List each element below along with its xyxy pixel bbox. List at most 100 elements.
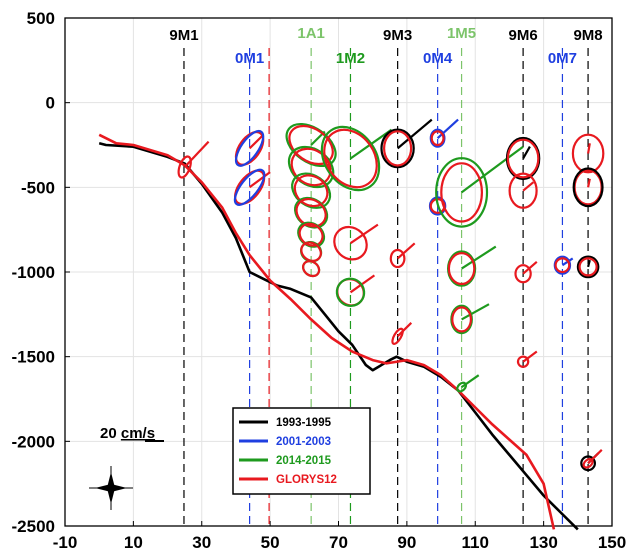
x-tick-label: 130 (529, 533, 557, 552)
ellipse-shape (580, 455, 596, 472)
legend-entry-glorys12: GLORYS12 (239, 474, 337, 486)
mean-velocity-stick (522, 146, 531, 160)
series-lines (98, 133, 579, 531)
ellipse-shape (333, 225, 368, 261)
ellipse-shape (323, 128, 378, 189)
mooring-label-9m8: 9M8 (573, 27, 602, 44)
ellipse-shape (440, 162, 484, 223)
current-ellipse (582, 449, 603, 469)
mean-velocity-stick (248, 171, 271, 189)
mean-velocity-stick (460, 374, 480, 389)
current-ellipse (440, 162, 484, 223)
y-tick-marks (65, 17, 70, 527)
mean-velocity-stick (587, 178, 591, 188)
x-tick-label: 110 (462, 533, 489, 552)
ellipse-shape (233, 168, 266, 206)
ellipse-shape (288, 124, 334, 166)
y-tick-label: -1000 (12, 263, 55, 282)
x-tick-label: 50 (261, 533, 280, 552)
current-ellipse (576, 255, 600, 279)
current-ellipse (456, 374, 480, 393)
mean-velocity-stick (248, 134, 265, 150)
velocity-scale: 20 cm/s (100, 425, 164, 442)
mooring-label-0m1: 0M1 (235, 50, 264, 67)
current-ellipse (383, 130, 413, 167)
ellipse-shape (302, 260, 321, 278)
mean-velocity-stick (349, 128, 393, 160)
ellipse-shape (380, 128, 415, 169)
mean-velocity-stick (396, 242, 416, 260)
legend-entry-2001-2003: 2001-2003 (239, 436, 331, 448)
scale-label: 20 cm/s (100, 425, 155, 442)
x-tick-labels: -10 10 30 50 70 90 110 130 150 (53, 533, 626, 552)
ellipse-shape (391, 327, 404, 345)
current-ellipse (391, 322, 413, 345)
ellipse-shape (554, 257, 571, 274)
mean-velocity-stick (522, 181, 535, 192)
current-ellipse (302, 260, 321, 278)
current-ellipse (554, 257, 571, 274)
ellipse-shape (234, 130, 265, 166)
mean-velocity-stick (587, 259, 591, 268)
ellipse-shape (177, 155, 192, 179)
current-ellipse (514, 260, 538, 284)
mooring-label-9m1: 9M1 (169, 27, 198, 44)
y-tick-labels: 500 0 -500 -1000 -1500 -2000 -2500 (12, 9, 55, 536)
mean-velocity-stick (522, 350, 538, 363)
mooring-lines (183, 48, 589, 526)
mean-velocity-stick (587, 143, 591, 154)
mooring-label-9m3: 9M3 (383, 27, 412, 44)
current-ellipse (508, 172, 538, 209)
ellipse-shape (383, 130, 413, 167)
current-ellipse (293, 174, 329, 208)
current-ellipse (288, 124, 334, 166)
ellipse-shape (290, 147, 332, 187)
compass-rose-icon (89, 466, 133, 510)
current-ellipse (430, 130, 445, 147)
mean-velocity-stick (183, 140, 210, 168)
mooring-label-1m5: 1M5 (447, 25, 476, 42)
y-tick-label: -1500 (12, 348, 55, 367)
current-ellipse (177, 140, 210, 179)
scale-label-prefix: 20 (100, 425, 121, 442)
x-tick-label: 150 (598, 533, 626, 552)
ellipse-shape (572, 167, 604, 208)
series-line-glorys12 (98, 133, 556, 530)
x-tick-label: 10 (124, 533, 143, 552)
current-ellipse (572, 167, 604, 208)
current-ellipse (506, 138, 540, 179)
legend-label: 2001-2003 (276, 436, 331, 448)
ellipse-shape (389, 248, 406, 269)
ellipse-shape (506, 138, 540, 179)
ellipse-shape (508, 172, 538, 209)
legend-entry-2014-2015: 2014-2015 (239, 455, 332, 467)
y-tick-label: 500 (27, 9, 55, 28)
ellipse-shape (451, 306, 473, 333)
x-tick-label: -10 (53, 533, 78, 552)
y-tick-label: -2500 (12, 517, 55, 536)
mooring-label-1a1: 1A1 (297, 25, 325, 42)
current-ellipse (234, 130, 265, 166)
mean-velocity-stick (461, 245, 497, 270)
current-ellipse (571, 133, 605, 174)
legend: 1993-1995 2001-2003 2014-2015 GLORYS12 (232, 407, 371, 495)
x-tick-label: 90 (397, 533, 416, 552)
x-tick-label: 70 (329, 533, 348, 552)
current-ellipses (177, 118, 605, 472)
ellipse-shape (335, 277, 366, 307)
current-ellipse (290, 147, 332, 187)
mean-velocity-stick (587, 449, 603, 465)
mean-velocity-stick (460, 145, 524, 194)
current-ellipse (380, 118, 433, 169)
current-ellipse (447, 245, 497, 287)
mooring-label-0m4: 0M4 (423, 50, 453, 67)
mooring-label-9m6: 9M6 (509, 27, 538, 44)
current-ellipse (516, 350, 538, 368)
current-ellipse (333, 223, 379, 261)
mooring-labels: 9M1 0M1 1A1 1M2 9M3 0M4 1M5 9M6 0M7 9M8 (169, 25, 602, 67)
current-ellipse (451, 306, 473, 333)
ellipse-shape (447, 252, 476, 286)
legend-label: 2014-2015 (276, 455, 332, 467)
mean-velocity-stick (461, 303, 490, 321)
